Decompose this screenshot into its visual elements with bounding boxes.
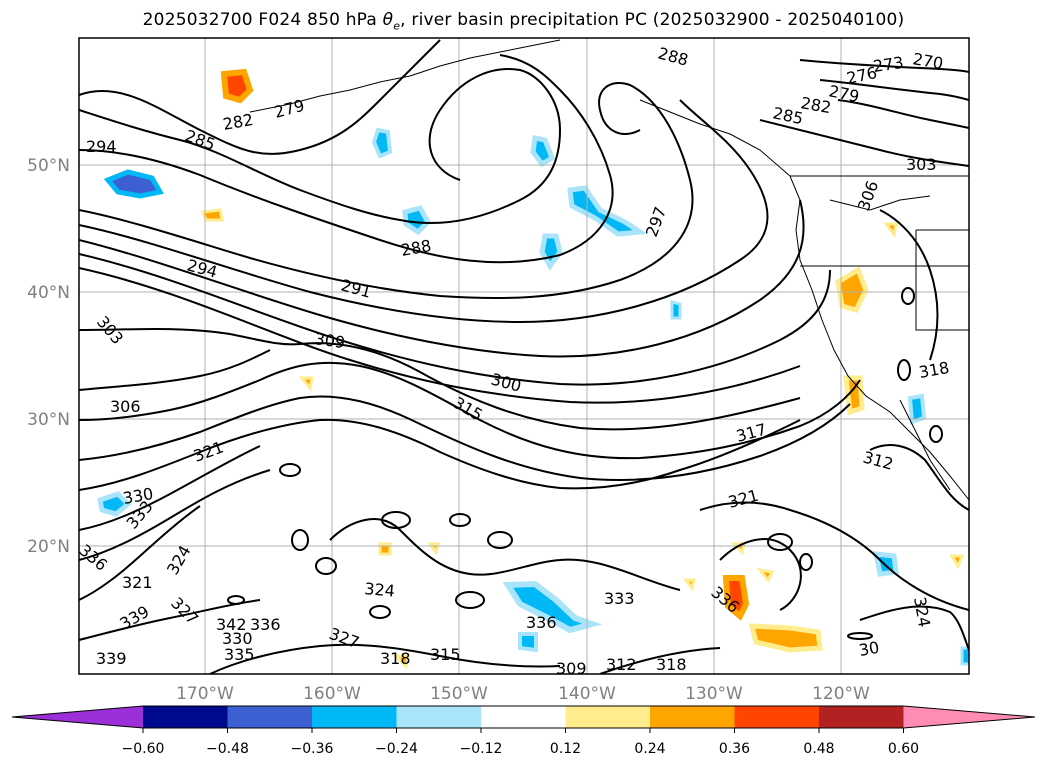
colorbar-bin <box>565 706 650 728</box>
colorbar-tick-label: −0.36 <box>291 741 334 757</box>
colorbar-bin <box>227 706 312 728</box>
colorbar-tick-label: 0.24 <box>634 741 665 757</box>
colorbar-bin <box>481 706 566 728</box>
contour-label: 321 <box>122 573 153 592</box>
contour-label: 324 <box>364 579 396 601</box>
colorbar-tick-label: −0.60 <box>122 741 165 757</box>
precip-pos-blob <box>949 554 965 570</box>
longitude-labels: 170°W 160°W 150°W 140°W 130°W 120°W <box>176 684 870 704</box>
lat-label: 30°N <box>27 410 70 430</box>
contour-label: 294 <box>86 137 117 156</box>
contour-label: 309 <box>313 329 346 352</box>
precip-pos-blob <box>200 208 224 222</box>
lon-label: 160°W <box>303 684 361 704</box>
contour-label: 315 <box>430 645 461 664</box>
precip-pos-blob <box>298 376 314 392</box>
lon-label: 170°W <box>176 684 234 704</box>
precip-pos-blob <box>882 222 898 238</box>
colorbar-tick-label: −0.48 <box>206 741 249 757</box>
contour-label: 303 <box>906 155 937 174</box>
contour-label: 318 <box>380 649 411 668</box>
colorbar-tick-label: −0.24 <box>375 741 418 757</box>
latitude-labels: 50°N 40°N 30°N 20°N <box>27 156 70 557</box>
contour-label: 336 <box>250 615 281 634</box>
graticule <box>79 38 969 674</box>
lon-label: 140°W <box>558 684 616 704</box>
colorbar-bin <box>734 706 819 728</box>
precip-neg-blob <box>907 393 927 425</box>
precip-neg-blob <box>103 169 164 199</box>
contour-label: 312 <box>606 655 637 674</box>
colorbar-tick-label: −0.12 <box>460 741 503 757</box>
precip-neg-blob <box>518 632 538 653</box>
coastlines <box>249 39 969 501</box>
precip-pos-blob <box>722 575 750 621</box>
colorbar-bin <box>143 706 228 728</box>
contour-label: 330 <box>222 629 253 648</box>
precip-neg-blob <box>530 135 556 168</box>
contour-label: 336 <box>526 613 557 632</box>
colorbar-tick-label: 0.48 <box>803 741 834 757</box>
contour-label: 273 <box>872 53 905 76</box>
lat-label: 20°N <box>27 537 70 557</box>
colorbar-bin <box>650 706 735 728</box>
colorbar-tick-label: 0.36 <box>719 741 750 757</box>
colorbar-extend-low <box>12 706 143 728</box>
colorbar-tick-label: 0.60 <box>888 741 919 757</box>
map-title: 2025032700 F024 850 hPa θe, river basin … <box>142 10 905 33</box>
precip-neg-blob <box>97 491 132 517</box>
precip-pos-blob <box>683 578 696 592</box>
contour-label: 342 <box>216 615 247 634</box>
colorbar-bin <box>312 706 397 728</box>
small-contours <box>227 287 943 640</box>
precip-neg-blob <box>371 127 393 159</box>
precip-pos-blob <box>392 654 410 670</box>
contour-label: 30 <box>857 638 880 660</box>
contour-label: 333 <box>604 589 635 608</box>
contour-label: 318 <box>656 655 687 674</box>
colorbar-bin <box>819 706 904 728</box>
precip-pos-blob <box>748 623 823 653</box>
colorbar-tick-label: 0.12 <box>550 741 581 757</box>
lat-label: 50°N <box>27 156 70 176</box>
colorbar: −0.60 −0.48 −0.36 −0.24 −0.12 0.12 0.24 0.36 0.4… <box>11 705 1036 757</box>
lat-label: 40°N <box>27 283 70 303</box>
contour-label: 335 <box>224 645 255 664</box>
colorbar-extend-high <box>903 706 1035 728</box>
contour-label: 306 <box>110 397 141 416</box>
lon-label: 130°W <box>685 684 743 704</box>
precip-neg-blob <box>670 300 682 320</box>
theta-e-contours <box>79 39 969 674</box>
contour-label: 339 <box>96 649 127 668</box>
lon-label: 150°W <box>430 684 488 704</box>
precip-neg-blob <box>402 205 432 236</box>
contour-label: 309 <box>556 659 587 678</box>
colorbar-bin <box>396 706 481 728</box>
precip-neg-blob <box>502 580 603 634</box>
precip-pos-blob <box>220 68 254 104</box>
lon-label: 120°W <box>812 684 870 704</box>
precip-pos-blob <box>756 567 775 583</box>
plot-border <box>78 37 970 675</box>
